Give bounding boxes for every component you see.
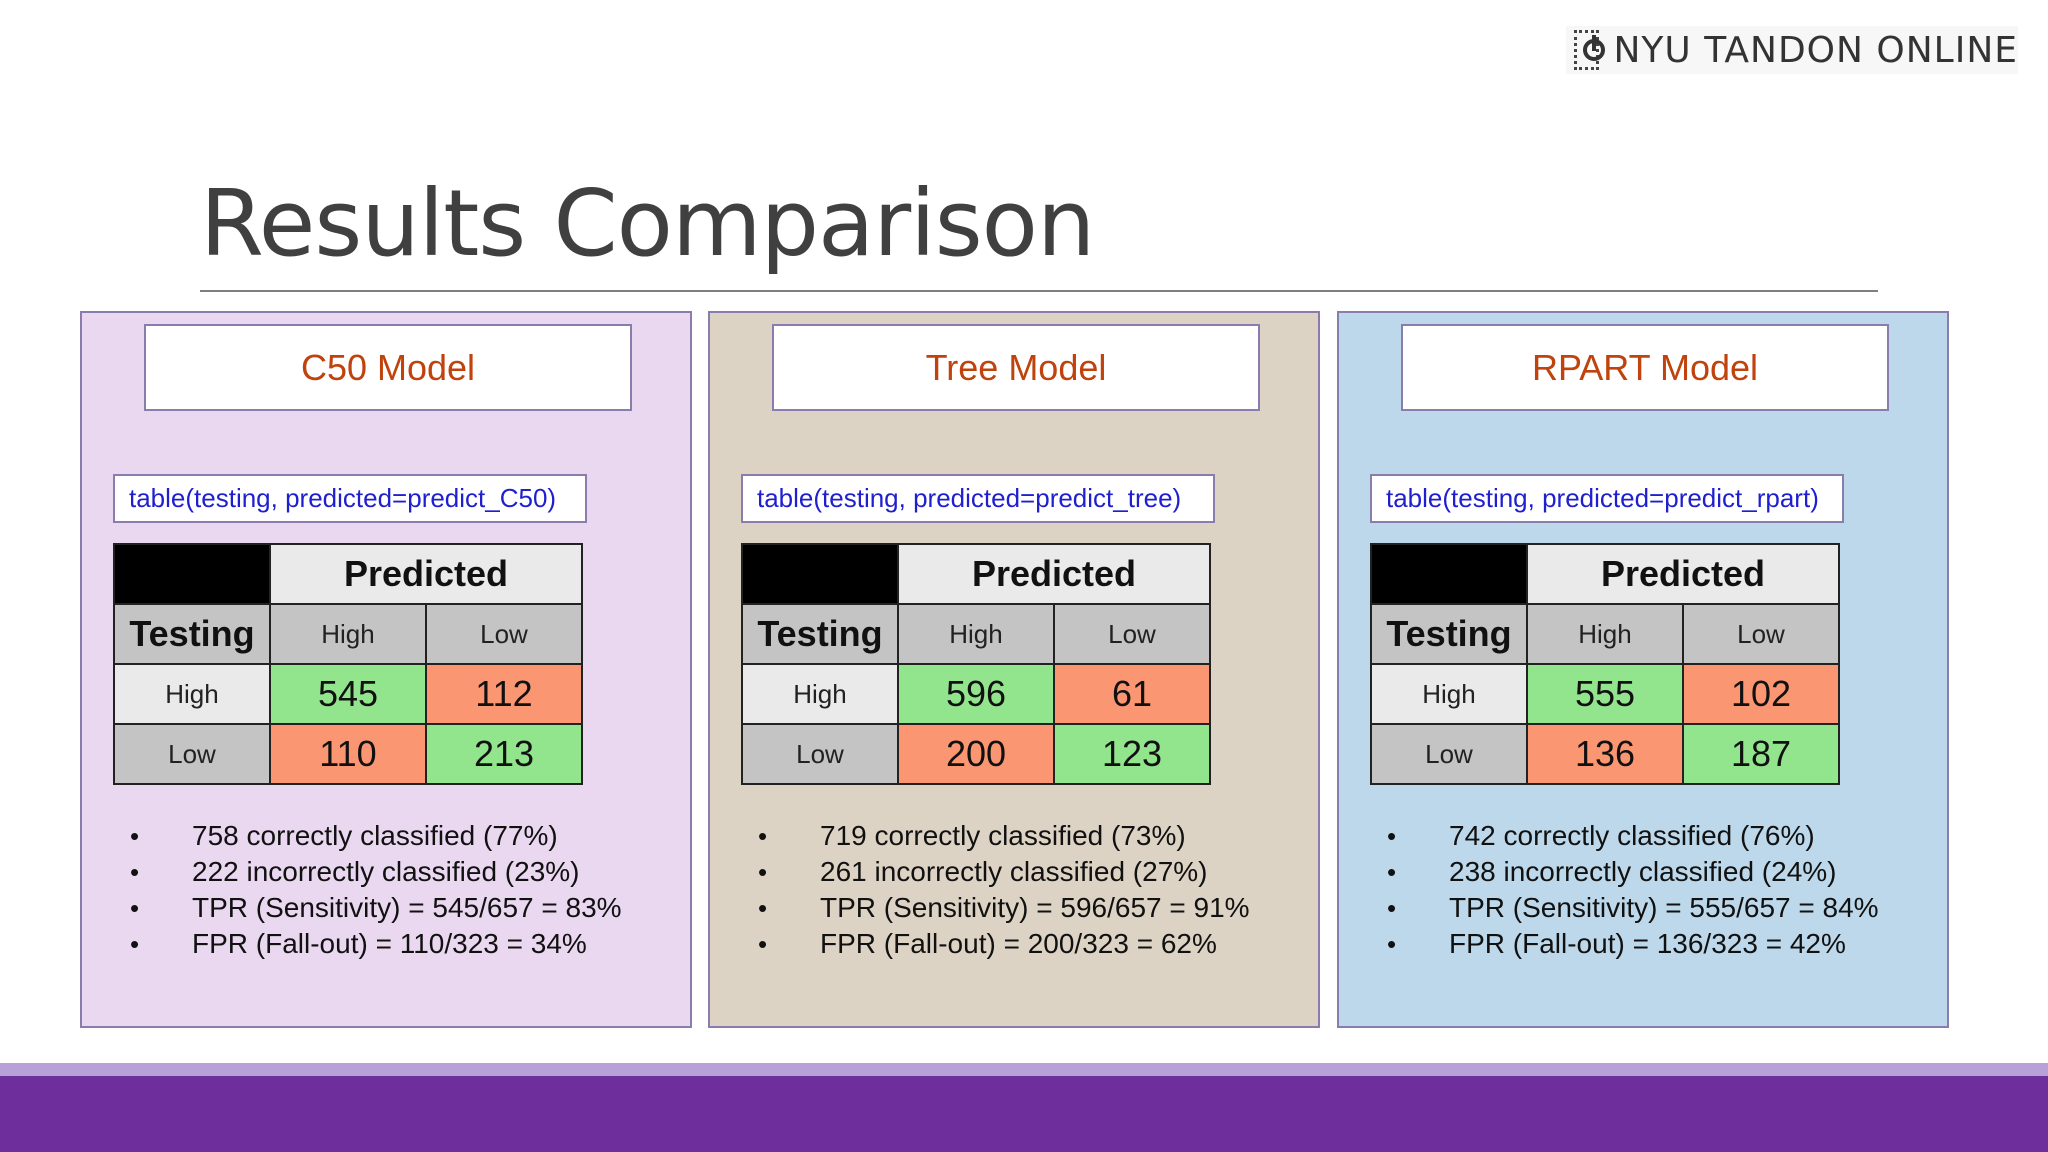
panel-rpart: RPART Model table(testing, predicted=pre…	[1337, 311, 1949, 1028]
matrix-corner	[741, 543, 899, 605]
stat-correct: 719 correctly classified (73%)	[758, 818, 1250, 854]
stats-list: 758 correctly classified (77%) 222 incor…	[130, 818, 622, 962]
col-header-high: High	[269, 603, 427, 665]
cell-high-high: 555	[1526, 663, 1684, 725]
cell-low-high: 136	[1526, 723, 1684, 785]
row-header-low: Low	[113, 723, 271, 785]
model-title: Tree Model	[772, 324, 1260, 411]
row-header-high: High	[1370, 663, 1528, 725]
confusion-matrix: Predicted Testing High Low High 555 102 …	[1370, 543, 1840, 785]
stats-list: 719 correctly classified (73%) 261 incor…	[758, 818, 1250, 962]
code-snippet: table(testing, predicted=predict_tree)	[741, 474, 1215, 523]
cell-low-high: 110	[269, 723, 427, 785]
model-title: C50 Model	[144, 324, 632, 411]
slide-title: Results Comparison	[200, 170, 1095, 277]
row-header-high: High	[741, 663, 899, 725]
predicted-header: Predicted	[897, 543, 1211, 605]
col-header-low: Low	[1053, 603, 1211, 665]
stat-incorrect: 222 incorrectly classified (23%)	[130, 854, 622, 890]
cell-high-low: 112	[425, 663, 583, 725]
nyu-tandon-logo: NYU TANDON ONLINE	[1566, 26, 2018, 74]
stat-incorrect: 238 incorrectly classified (24%)	[1387, 854, 1879, 890]
testing-header: Testing	[741, 603, 899, 665]
cell-high-high: 545	[269, 663, 427, 725]
col-header-low: Low	[425, 603, 583, 665]
testing-header: Testing	[1370, 603, 1528, 665]
col-header-high: High	[1526, 603, 1684, 665]
title-divider	[200, 290, 1878, 292]
matrix-corner	[1370, 543, 1528, 605]
cell-high-low: 61	[1053, 663, 1211, 725]
stat-tpr: TPR (Sensitivity) = 596/657 = 91%	[758, 890, 1250, 926]
cell-low-high: 200	[897, 723, 1055, 785]
stat-incorrect: 261 incorrectly classified (27%)	[758, 854, 1250, 890]
confusion-matrix: Predicted Testing High Low High 545 112 …	[113, 543, 583, 785]
panel-c50: C50 Model table(testing, predicted=predi…	[80, 311, 692, 1028]
model-title: RPART Model	[1401, 324, 1889, 411]
row-header-high: High	[113, 663, 271, 725]
cell-low-low: 213	[425, 723, 583, 785]
cell-high-high: 596	[897, 663, 1055, 725]
stat-correct: 742 correctly classified (76%)	[1387, 818, 1879, 854]
stat-fpr: FPR (Fall-out) = 200/323 = 62%	[758, 926, 1250, 962]
stat-fpr: FPR (Fall-out) = 136/323 = 42%	[1387, 926, 1879, 962]
row-header-low: Low	[741, 723, 899, 785]
footer-accent-bar	[0, 1063, 2048, 1076]
testing-header: Testing	[113, 603, 271, 665]
code-snippet: table(testing, predicted=predict_C50)	[113, 474, 587, 523]
cell-low-low: 187	[1682, 723, 1840, 785]
footer-bar	[0, 1076, 2048, 1152]
torch-icon	[1574, 30, 1606, 70]
matrix-corner	[113, 543, 271, 605]
confusion-matrix: Predicted Testing High Low High 596 61 L…	[741, 543, 1211, 785]
brand-name: NYU TANDON ONLINE	[1613, 29, 2018, 71]
predicted-header: Predicted	[1526, 543, 1840, 605]
code-snippet: table(testing, predicted=predict_rpart)	[1370, 474, 1844, 523]
stat-tpr: TPR (Sensitivity) = 555/657 = 84%	[1387, 890, 1879, 926]
panel-tree: Tree Model table(testing, predicted=pred…	[708, 311, 1320, 1028]
stats-list: 742 correctly classified (76%) 238 incor…	[1387, 818, 1879, 962]
cell-low-low: 123	[1053, 723, 1211, 785]
stat-tpr: TPR (Sensitivity) = 545/657 = 83%	[130, 890, 622, 926]
predicted-header: Predicted	[269, 543, 583, 605]
col-header-high: High	[897, 603, 1055, 665]
cell-high-low: 102	[1682, 663, 1840, 725]
col-header-low: Low	[1682, 603, 1840, 665]
stat-fpr: FPR (Fall-out) = 110/323 = 34%	[130, 926, 622, 962]
row-header-low: Low	[1370, 723, 1528, 785]
stat-correct: 758 correctly classified (77%)	[130, 818, 622, 854]
